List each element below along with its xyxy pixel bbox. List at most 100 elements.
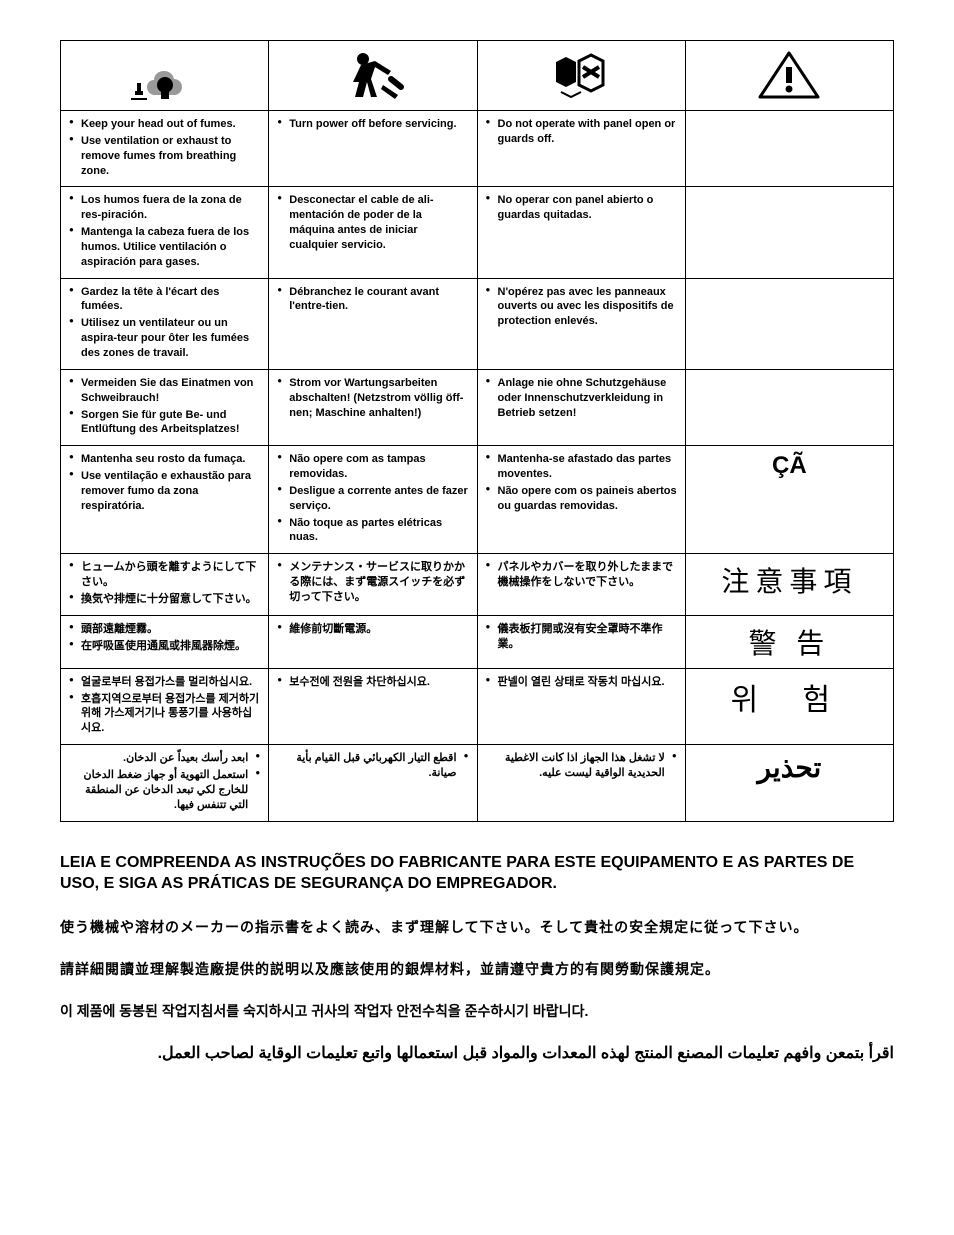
warning-row-es: Los humos fuera de la zona de res-piraci… <box>61 187 894 278</box>
warning-triangle-icon <box>754 47 824 102</box>
warning-item: Desligue a corrente antes de fazer servi… <box>277 484 468 514</box>
footer-pt: LEIA E COMPREENDA AS INSTRUÇÕES DO FABRI… <box>60 852 894 895</box>
service-list: Não opere com as tampas removidas.Deslig… <box>277 452 468 545</box>
service-cell-en: Turn power off before servicing. <box>269 111 477 187</box>
warning-item: Não opere com os paineis abertos ou guar… <box>486 484 677 514</box>
label-cell-de <box>685 369 893 445</box>
warning-item: Anlage nie ohne Schutzgehäuse oder Innen… <box>486 376 677 421</box>
service-cell-de: Strom vor Wartungsarbeiten abschalten! (… <box>269 369 477 445</box>
panel-cell-fr: N'opérez pas avec les panneaux ouverts o… <box>477 278 685 369</box>
warning-item: لا تشغل هذا الجهاز اذا كانت الاغطية الحد… <box>486 751 677 781</box>
fumes-list: Gardez la tête à l'écart des fumées.Util… <box>69 285 260 361</box>
warning-item: N'opérez pas avec les panneaux ouverts o… <box>486 285 677 330</box>
service-cell-ar: اقطع التيار الكهربائي قبل القيام بأية صي… <box>269 745 477 821</box>
panel-list: No operar con panel abierto o guardas qu… <box>486 193 677 223</box>
warning-item: Desconectar el cable de ali-mentación de… <box>277 193 468 252</box>
warning-icon-cell <box>685 41 893 111</box>
panel-cell-es: No operar con panel abierto o guardas qu… <box>477 187 685 278</box>
warning-item: Débranchez le courant avant l'entre-tien… <box>277 285 468 315</box>
service-cell-pt: Não opere com as tampas removidas.Deslig… <box>269 446 477 554</box>
service-cell-ko: 보수전에 전원을 차단하십시요. <box>269 668 477 744</box>
panel-icon <box>541 47 621 102</box>
service-icon-cell <box>269 41 477 111</box>
fumes-cell-en: Keep your head out of fumes. Use ventilat… <box>61 111 269 187</box>
fumes-cell-zh: 頭部遠離煙霧。在呼吸區使用通風或排風器除煙。 <box>61 615 269 668</box>
warning-item: Strom vor Wartungsarbeiten abschalten! (… <box>277 376 468 421</box>
service-list: Strom vor Wartungsarbeiten abschalten! (… <box>277 376 468 421</box>
panel-cell-ko: 판넬이 열린 상태로 작동치 마십시요. <box>477 668 685 744</box>
warning-item: 儀表板打開或沒有安全罩時不準作業。 <box>486 622 677 652</box>
label-cell-fr <box>685 278 893 369</box>
warning-item: Use ventilation or exhaust to remove fum… <box>69 134 260 179</box>
fumes-icon-cell <box>61 41 269 111</box>
warning-row-ar: ابعد رأسك بعيداً عن الدخان.استعمل التهوي… <box>61 745 894 821</box>
warning-row-zh: 頭部遠離煙霧。在呼吸區使用通風或排風器除煙。 維修前切斷電源。 儀表板打開或沒有安全… <box>61 615 894 668</box>
label-cell-ar: تحذير <box>685 745 893 821</box>
warning-item: 보수전에 전원을 차단하십시요. <box>277 675 468 690</box>
warning-item: Use ventilação e exhaustão para remover … <box>69 469 260 514</box>
fumes-cell-fr: Gardez la tête à l'écart des fumées.Util… <box>61 278 269 369</box>
panel-list: パネルやカバーを取り外したままで機械操作をしないで下さい。 <box>486 560 677 590</box>
panel-list: لا تشغل هذا الجهاز اذا كانت الاغطية الحد… <box>486 751 677 781</box>
footer-ko: 이 제품에 동봉된 작업지침서를 숙지하시고 귀사의 작업자 안전수칙을 준수하… <box>60 1001 894 1021</box>
panel-list: Do not operate with panel open or guards… <box>486 117 677 147</box>
warning-label: تحذير <box>757 752 821 783</box>
footer-instructions: LEIA E COMPREENDA AS INSTRUÇÕES DO FABRI… <box>60 852 894 1063</box>
label-cell-ja: 注意事項 <box>685 554 893 616</box>
warning-item: パネルやカバーを取り外したままで機械操作をしないで下さい。 <box>486 560 677 590</box>
warning-item: Mantenha seu rosto da fumaça. <box>69 452 260 467</box>
warning-row-fr: Gardez la tête à l'écart des fumées.Util… <box>61 278 894 369</box>
warning-item: Los humos fuera de la zona de res-piraci… <box>69 193 260 223</box>
warning-item: اقطع التيار الكهربائي قبل القيام بأية صي… <box>277 751 468 781</box>
panel-list: N'opérez pas avec les panneaux ouverts o… <box>486 285 677 330</box>
service-cell-es: Desconectar el cable de ali-mentación de… <box>269 187 477 278</box>
warning-row-de: Vermeiden Sie das Einatmen von Schweibra… <box>61 369 894 445</box>
label-cell-pt: ÇÃ <box>685 446 893 554</box>
fumes-list: ヒュームから頭を離すようにして下さい。換気や排煙に十分留意して下さい。 <box>69 560 260 607</box>
service-list: Turn power off before servicing. <box>277 117 468 132</box>
warning-item: Sorgen Sie für gute Be- und Entlüftung d… <box>69 408 260 438</box>
warning-item: 頭部遠離煙霧。 <box>69 622 260 637</box>
icon-row <box>61 41 894 111</box>
fumes-list: 頭部遠離煙霧。在呼吸區使用通風或排風器除煙。 <box>69 622 260 654</box>
service-icon <box>333 47 413 102</box>
warning-item: Gardez la tête à l'écart des fumées. <box>69 285 260 315</box>
panel-list: Anlage nie ohne Schutzgehäuse oder Innen… <box>486 376 677 421</box>
fumes-cell-ar: ابعد رأسك بعيداً عن الدخان.استعمل التهوي… <box>61 745 269 821</box>
fumes-list: Vermeiden Sie das Einatmen von Schweibra… <box>69 376 260 437</box>
warning-item: Mantenha-se afastado das partes moventes… <box>486 452 677 482</box>
service-list: 維修前切斷電源。 <box>277 622 468 637</box>
fumes-list: ابعد رأسك بعيداً عن الدخان.استعمل التهوي… <box>69 751 260 812</box>
panel-list: 儀表板打開或沒有安全罩時不準作業。 <box>486 622 677 652</box>
warning-item: Keep your head out of fumes. <box>69 117 260 132</box>
warning-item: Não toque as partes elétricas nuas. <box>277 516 468 546</box>
warning-row-ko: 얼굴로부터 용접가스를 멀리하십시요.호흡지역으로부터 용접가스를 제거하기 위… <box>61 668 894 744</box>
footer-zh: 請詳細閱讀並理解製造廠提供的説明以及應該使用的銀焊材料，並請遵守貴方的有関勞動保… <box>60 959 894 979</box>
label-cell-es <box>685 187 893 278</box>
warning-item: Do not operate with panel open or guards… <box>486 117 677 147</box>
fumes-icon <box>125 47 205 102</box>
warning-label: 위 험 <box>731 684 849 717</box>
label-cell-ko: 위 험 <box>685 668 893 744</box>
warning-item: 在呼吸區使用通風或排風器除煙。 <box>69 639 260 654</box>
panel-cell-ja: パネルやカバーを取り外したままで機械操作をしないで下さい。 <box>477 554 685 616</box>
warning-item: Turn power off before servicing. <box>277 117 468 132</box>
service-cell-ja: メンテナンス・サービスに取りかかる際には、まず電源スイッチを必ず切って下さい。 <box>269 554 477 616</box>
panel-cell-zh: 儀表板打開或沒有安全罩時不準作業。 <box>477 615 685 668</box>
warning-item: Mantenga la cabeza fuera de los humos. U… <box>69 225 260 270</box>
warning-label: ÇÃ <box>772 452 807 479</box>
label-cell-en <box>685 111 893 187</box>
warning-item: Utilisez un ventilateur ou un aspira-teu… <box>69 316 260 361</box>
warning-item: ヒュームから頭を離すようにして下さい。 <box>69 560 260 590</box>
panel-cell-en: Do not operate with panel open or guards… <box>477 111 685 187</box>
fumes-cell-pt: Mantenha seu rosto da fumaça. Use ventila… <box>61 446 269 554</box>
warning-item: 호흡지역으로부터 용접가스를 제거하기 위해 가스제거기나 통풍기를 사용하십시… <box>69 692 260 737</box>
service-cell-fr: Débranchez le courant avant l'entre-tien… <box>269 278 477 369</box>
warning-row-pt: Mantenha seu rosto da fumaça. Use ventila… <box>61 446 894 554</box>
warning-item: 판넬이 열린 상태로 작동치 마십시요. <box>486 675 677 690</box>
warning-item: Não opere com as tampas removidas. <box>277 452 468 482</box>
service-cell-zh: 維修前切斷電源。 <box>269 615 477 668</box>
warning-item: 維修前切斷電源。 <box>277 622 468 637</box>
panel-icon-cell <box>477 41 685 111</box>
fumes-cell-ko: 얼굴로부터 용접가스를 멀리하십시요.호흡지역으로부터 용접가스를 제거하기 위… <box>61 668 269 744</box>
